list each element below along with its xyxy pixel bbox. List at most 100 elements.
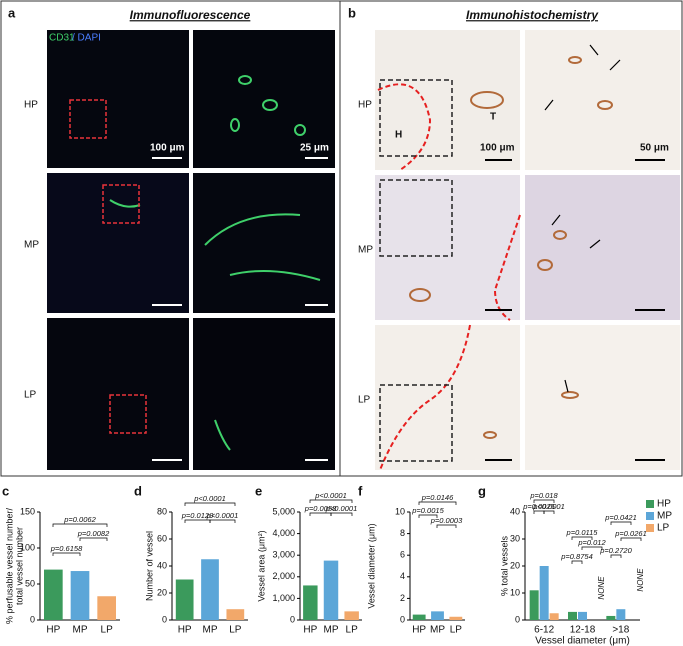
bar: [578, 611, 587, 620]
bar: [568, 611, 577, 620]
p-value: p=0.0058: [304, 504, 337, 513]
y-tick-label: 40: [510, 506, 520, 516]
stain-label: / DAPI: [72, 33, 101, 44]
y-tick-label: 0: [400, 614, 405, 624]
significance-bracket: [418, 501, 457, 505]
panel-label: e: [255, 483, 262, 498]
bar: [606, 615, 616, 620]
significance-bracket: [581, 546, 603, 550]
significance-bracket: [533, 499, 555, 503]
row-label: MP: [24, 240, 39, 251]
y-tick-label: 0: [515, 614, 520, 624]
significance-bracket: [620, 537, 642, 541]
p-value: p=0.0003: [430, 516, 463, 525]
y-axis-label: % total vessels: [499, 535, 509, 596]
p-value: p=0.0082: [77, 529, 110, 538]
bar: [539, 566, 549, 620]
p-value: p=0.0421: [604, 513, 637, 522]
x-tick-label: LP: [450, 625, 463, 636]
legend-swatch: [646, 512, 654, 520]
x-tick-label: 6-12: [534, 625, 554, 636]
y-tick-label: 0: [30, 614, 35, 624]
significance-bracket: [309, 499, 353, 503]
histology-images: [375, 30, 680, 471]
y-tick-label: 150: [20, 506, 35, 516]
x-tick-label: HP: [303, 625, 317, 636]
scale-label: 50 μm: [640, 143, 669, 154]
y-tick-label: 20: [510, 560, 520, 570]
panel-label: c: [2, 483, 9, 498]
p-value: p<0.0001: [532, 502, 565, 511]
p-value: p=0.0062: [63, 515, 96, 524]
significance-bracket: [79, 537, 108, 541]
significance-bracket: [418, 514, 438, 518]
row-label: LP: [24, 390, 37, 401]
row-label: HP: [24, 100, 38, 111]
y-tick-label: 8: [400, 528, 405, 538]
significance-bracket: [184, 502, 236, 506]
significance-bracket: [543, 510, 555, 514]
bar: [175, 579, 194, 620]
panel-label: d: [134, 483, 142, 498]
p-value: p=0.0025: [522, 502, 555, 511]
legend-label: MP: [657, 511, 672, 522]
y-tick-label: 2,000: [272, 571, 295, 581]
bar: [529, 590, 539, 620]
significance-bracket: [184, 519, 211, 523]
legend-label: LP: [657, 523, 670, 534]
y-tick-label: 100: [20, 542, 35, 552]
y-axis-label: % perfusable vessel number/: [4, 507, 14, 624]
scale-label: 100 μm: [150, 143, 185, 154]
bar: [201, 559, 219, 620]
p-value: p=0.8754: [560, 552, 593, 561]
significance-bracket: [309, 512, 332, 516]
panel-label: b: [348, 5, 356, 20]
bar: [616, 609, 626, 620]
x-tick-label: HP: [412, 625, 426, 636]
significance-bracket: [533, 510, 545, 514]
tissue-label: H: [395, 130, 402, 141]
row-label: LP: [358, 395, 371, 406]
bar: [549, 613, 559, 620]
scale-label: 25 μm: [300, 143, 329, 154]
p-value: p=0.018: [529, 491, 558, 500]
significance-bracket: [571, 536, 593, 540]
y-tick-label: 60: [157, 533, 167, 543]
y-tick-label: 1,000: [272, 593, 295, 603]
significance-bracket: [209, 519, 236, 523]
y-axis-label: Vessel diameter (μm): [366, 523, 376, 608]
p-value: p=0.6158: [50, 544, 83, 553]
y-axis-label: Number of vessel: [144, 531, 154, 601]
x-axis-label: Vessel diameter (μm): [535, 636, 630, 646]
panel-label: f: [358, 483, 363, 498]
bar: [449, 616, 463, 620]
bar: [303, 585, 318, 620]
bar: [344, 611, 359, 620]
p-value: p=0.2720: [599, 546, 632, 555]
x-tick-label: LP: [229, 625, 242, 636]
significance-bracket: [571, 560, 583, 564]
y-axis-label: total vessel number: [14, 527, 24, 605]
panel-b-frame: [339, 0, 683, 477]
p-value: p=0.0015: [411, 506, 444, 515]
none-label: NONE: [636, 568, 645, 592]
y-tick-label: 4,000: [272, 528, 295, 538]
legend-label: HP: [657, 499, 671, 510]
y-tick-label: 5,000: [272, 506, 295, 516]
bar: [97, 596, 116, 620]
x-tick-label: MP: [324, 625, 339, 636]
x-tick-label: HP: [178, 625, 192, 636]
x-tick-label: >18: [612, 625, 629, 636]
x-tick-label: LP: [346, 625, 359, 636]
y-tick-label: 50: [25, 578, 35, 588]
x-tick-label: MP: [430, 625, 445, 636]
y-tick-label: 30: [510, 533, 520, 543]
bar: [226, 609, 245, 620]
significance-bracket: [330, 512, 353, 516]
x-tick-label: LP: [101, 625, 114, 636]
scale-label: 100 μm: [480, 143, 515, 154]
y-tick-label: 20: [157, 587, 167, 597]
y-tick-label: 4: [400, 571, 405, 581]
significance-bracket: [52, 552, 81, 556]
